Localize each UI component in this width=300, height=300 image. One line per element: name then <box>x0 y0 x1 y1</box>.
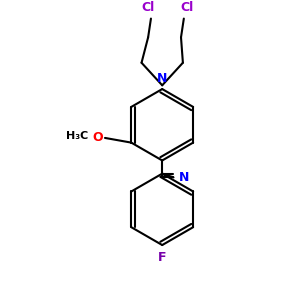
Text: Cl: Cl <box>180 1 193 14</box>
Text: N: N <box>157 72 167 85</box>
Text: H₃C: H₃C <box>66 131 88 141</box>
Text: Cl: Cl <box>142 1 155 14</box>
Text: O: O <box>92 131 103 144</box>
Text: F: F <box>158 251 166 264</box>
Text: N: N <box>179 171 190 184</box>
